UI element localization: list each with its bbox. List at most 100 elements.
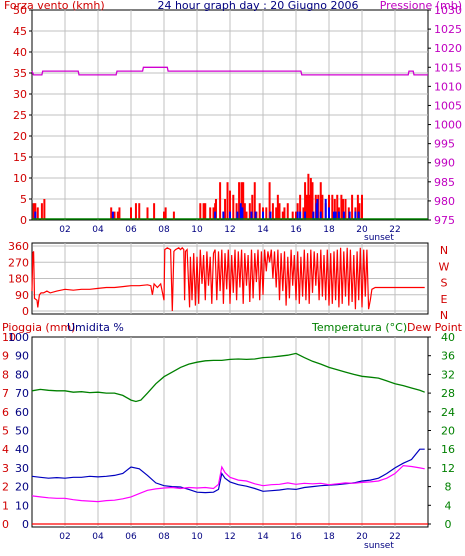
humidity-line <box>31 448 425 494</box>
temperature-tick-label: 12 <box>441 462 455 475</box>
wind-bar <box>164 207 167 220</box>
wind-bar <box>340 194 343 220</box>
humidity-tick-label: 0 <box>22 518 29 531</box>
rain-tick-label: 10 <box>2 331 16 344</box>
wind-bar <box>219 182 222 220</box>
direction-axis-ticks: 0 90 180 270 360 <box>8 240 29 318</box>
gust-bar <box>239 203 242 220</box>
wind-bar <box>311 182 314 220</box>
gust-bar <box>334 211 337 220</box>
temperature-panel-sunset-label: sunset <box>364 541 394 551</box>
temperature-hour-tick-label: 02 <box>59 532 70 542</box>
wind-bar <box>116 211 119 220</box>
wind-bar <box>153 203 156 220</box>
pressure-tick-label: 975 <box>434 214 455 227</box>
temperature-tick-label: 8 <box>445 481 452 494</box>
temperature-hour-tick-label: 18 <box>323 532 335 542</box>
wind-bar <box>309 178 312 220</box>
wind-axis-title: Forza vento (kmh) <box>4 0 105 12</box>
temperature-tick-label: 40 <box>441 331 455 344</box>
wind-bar <box>248 203 251 220</box>
temperature-hour-tick-label: 04 <box>92 532 104 542</box>
gust-bar <box>342 211 345 220</box>
dewpoint-line <box>31 464 425 503</box>
temperature-hour-tick-label: 22 <box>389 532 400 542</box>
wind-bar <box>118 207 121 220</box>
wind-bar <box>36 207 39 220</box>
pressure-line <box>31 66 428 76</box>
temperature-tick-label: 36 <box>441 350 455 363</box>
temperature-hour-tick-label: 08 <box>158 532 170 542</box>
wind-bar <box>295 211 297 220</box>
gust-bar <box>236 211 239 220</box>
gust-bar <box>332 211 335 220</box>
pressure-tick-label: 1015 <box>434 61 462 74</box>
wind-bar <box>281 211 284 220</box>
wind-bar <box>204 203 207 220</box>
temperature-hour-tick-label: 14 <box>257 532 269 542</box>
wind-bar <box>333 199 336 220</box>
temperature-tick-label: 28 <box>441 387 455 400</box>
rain-axis-title: Pioggia (mm) <box>2 321 75 334</box>
temperature-tick-label: 16 <box>441 443 455 456</box>
direction-tick-label: 180 <box>8 273 29 286</box>
humidity-tick-label: 90 <box>15 350 29 363</box>
wind-hour-tick-label: 20 <box>356 225 368 235</box>
wind-bar <box>251 194 254 220</box>
wind-bar <box>113 211 116 220</box>
wind-bar <box>224 199 227 220</box>
wind-bar <box>308 194 311 220</box>
pressure-tick-label: 995 <box>434 138 455 151</box>
temperature-tick-label: 32 <box>441 368 455 381</box>
wind-bar <box>361 194 363 220</box>
wind-tick-label: 15 <box>13 151 27 164</box>
rain-tick-label: 1 <box>2 499 9 512</box>
wind-bar <box>291 211 294 220</box>
temperature-line <box>31 352 425 403</box>
wind-bar <box>146 207 149 220</box>
compass-label: E <box>441 293 448 306</box>
wind-bar <box>344 199 347 220</box>
wind-hour-tick-label: 08 <box>158 225 170 235</box>
humidity-tick-label: 70 <box>15 387 29 400</box>
wind-bar <box>356 194 359 220</box>
wind-tick-label: 35 <box>13 67 27 80</box>
wind-bar <box>43 199 46 220</box>
wind-bar <box>336 194 339 220</box>
wind-tick-label: 25 <box>13 109 27 122</box>
wind-bar <box>232 194 235 220</box>
wind-bar <box>319 182 322 220</box>
gust-bar <box>229 211 231 220</box>
dewpoint-axis-title: Dew Point <box>407 321 463 334</box>
wind-bar <box>242 182 245 220</box>
gust-bar <box>357 211 360 220</box>
compass-label: N <box>440 309 448 322</box>
temperature-hour-tick-label: 20 <box>356 532 368 542</box>
wind-bar <box>305 194 308 220</box>
humidity-tick-label: 30 <box>15 462 29 475</box>
gust-bar <box>296 211 299 220</box>
compass-label: W <box>439 260 450 273</box>
gust-bars <box>32 199 428 220</box>
gust-bar <box>269 211 272 220</box>
gust-bar <box>304 211 307 220</box>
gust-bar <box>262 211 264 220</box>
wind-tick-label: 20 <box>13 130 27 143</box>
wind-hour-tick-label: 18 <box>323 225 335 235</box>
wind-bar <box>283 207 286 220</box>
wind-bar <box>299 194 302 220</box>
wind-bar <box>265 207 268 220</box>
wind-bar <box>199 203 202 220</box>
direction-tick-label: 0 <box>22 305 29 318</box>
gust-bar <box>337 211 340 220</box>
humidity-axis-ticks: 0 10 20 30 40 50 60 70 80 90 100 <box>8 331 29 531</box>
wind-hour-tick-label: 10 <box>191 225 203 235</box>
wind-bar <box>212 207 215 220</box>
wind-bar <box>331 194 334 220</box>
wind-bar <box>238 182 241 220</box>
wind-bar <box>32 203 35 220</box>
gust-bar <box>299 211 302 220</box>
wind-hour-tick-label: 22 <box>389 225 400 235</box>
wind-tick-label: 40 <box>13 46 27 59</box>
